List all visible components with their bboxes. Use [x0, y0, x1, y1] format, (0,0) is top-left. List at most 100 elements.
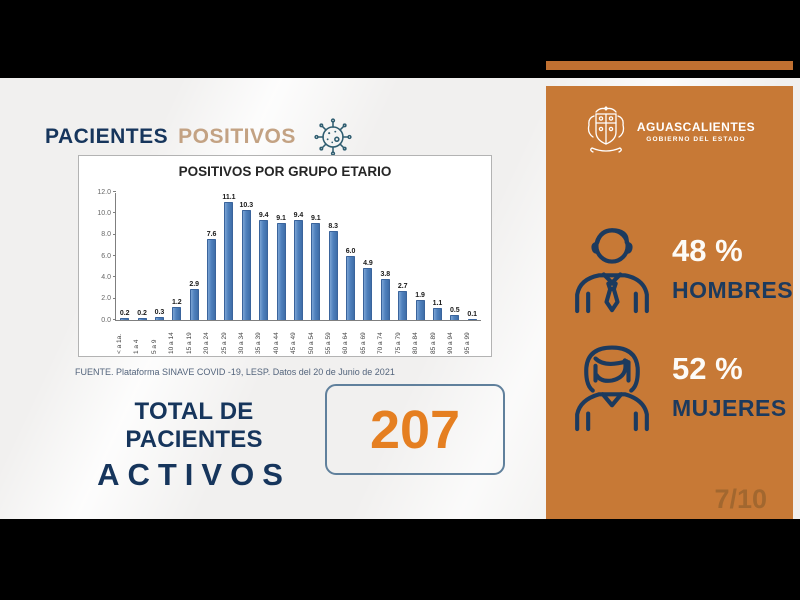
page-indicator: 7/10 [714, 484, 767, 514]
bar-value-label: 0.2 [119, 309, 130, 317]
bar-value-label: 2.7 [397, 283, 408, 291]
chart-bar-slot: 3.8 [377, 271, 394, 320]
chart-bar-slot: 0.3 [151, 309, 168, 320]
total-value: 207 [369, 399, 461, 460]
title-secondary: POSITIVOS [178, 125, 296, 148]
x-axis-label: 10 a 14 [168, 332, 176, 354]
x-axis-label: 30 a 34 [237, 332, 245, 354]
bar [224, 201, 234, 320]
y-axis-label: 4.0 [101, 273, 111, 281]
men-percent: 48 % [672, 232, 743, 268]
x-axis-label: 20 a 24 [203, 332, 211, 354]
x-axis-label: 5 a 9 [150, 339, 158, 354]
chart-bar-slot: 1.2 [168, 299, 185, 320]
bar [137, 317, 147, 320]
bar-value-label: 0.3 [154, 308, 165, 316]
bar-value-label: 1.9 [415, 291, 425, 299]
bar-value-label: 11.1 [222, 193, 236, 201]
bar [398, 291, 408, 320]
chart-bar-slot: 0.2 [133, 310, 150, 320]
chart-x-axis-labels: < a 1a. 1 a 4 5 a 9 10 a 14 15 a 19 20 a 24 25… [115, 322, 481, 356]
chart-bar-slot: 7.6 [203, 231, 220, 320]
x-axis-label: 50 a 54 [307, 332, 315, 354]
chart-bar-slot: 2.9 [186, 281, 203, 320]
x-axis-label: 45 a 49 [290, 332, 298, 354]
bar [120, 317, 130, 320]
bar-value-label: 7.6 [206, 230, 217, 238]
y-axis-label: 2.0 [101, 295, 111, 303]
man-icon [575, 228, 649, 314]
chart-bar-slot: 11.1 [220, 194, 237, 320]
bar-value-label: 9.4 [293, 211, 304, 219]
chart-bar-slot: 2.7 [394, 283, 411, 320]
bar [346, 256, 356, 320]
y-axis-tick [113, 255, 116, 256]
x-axis-label: 90 a 94 [447, 332, 455, 354]
y-axis-label: 12.0 [97, 188, 111, 196]
bar [207, 238, 217, 320]
source-note: FUENTE. Plataforma SINAVE COVID -19, LES… [75, 367, 395, 377]
state-logo: AGUASCALIENTES GOBIERNO DEL ESTADO [546, 104, 793, 158]
bar [172, 307, 182, 320]
chart-bar-slot: 6.0 [342, 248, 359, 320]
x-axis-label: 1 a 4 [133, 339, 141, 354]
x-axis-label: 80 a 84 [412, 332, 420, 354]
y-axis-tick [113, 233, 116, 235]
x-axis-label: 95 a 99 [464, 332, 472, 354]
stat-women: 52 % MUJERES [568, 336, 786, 436]
chart-bar-slot: 0.1 [464, 311, 481, 320]
age-group-chart-card: POSITIVOS POR GRUPO ETARIO 0.2 0.2 0.3 1.2 2… [78, 155, 492, 357]
bar-value-label: 1.1 [432, 300, 443, 308]
women-label: MUJERES [672, 394, 787, 421]
bar-value-label: 9.1 [276, 214, 286, 222]
bar [432, 308, 442, 320]
total-label-line1: TOTAL DE PACIENTES [125, 398, 263, 453]
bar [154, 316, 164, 320]
bar-value-label: 2.9 [189, 281, 200, 289]
coat-of-arms-icon [587, 106, 624, 153]
bar [328, 231, 338, 320]
bar-value-label: 9.1 [310, 214, 321, 222]
page-title: PACIENTES POSITIVOS [45, 114, 356, 160]
y-axis-tick [113, 212, 116, 214]
bar [363, 267, 373, 320]
virus-icon [314, 118, 352, 156]
sidebar: AGUASCALIENTES GOBIERNO DEL ESTADO [546, 86, 793, 519]
x-axis-label: 85 a 89 [429, 332, 437, 354]
bar [189, 289, 199, 320]
chart-bar-slot: 1.1 [429, 300, 446, 320]
y-axis-tick [113, 297, 116, 299]
bar-value-label: 3.8 [380, 271, 391, 279]
men-label: HOMBRES [672, 276, 794, 303]
x-axis-label: < a 1a. [116, 333, 123, 354]
x-axis-label: 65 a 69 [359, 332, 367, 354]
bar-value-label: 0.2 [137, 309, 147, 317]
chart-plot: 0.2 0.2 0.3 1.2 2.9 7.6 11.1 10.3 9.4 9.1 9.4 9.1 8.… [97, 189, 481, 324]
total-label: TOTAL DE PACIENTES ACTIVOS [72, 398, 316, 493]
bar [467, 318, 477, 320]
chart-bar-slot: 4.9 [359, 260, 376, 320]
bar-value-label: 10.3 [239, 202, 254, 210]
title-primary: PACIENTES [45, 125, 169, 148]
chart-bar-slot: 0.5 [446, 307, 463, 320]
stat-men-text: 48 % HOMBRES [672, 233, 793, 304]
stat-women-text: 52 % MUJERES [672, 351, 787, 422]
y-axis-tick [113, 319, 116, 320]
woman-icon [575, 345, 649, 432]
x-axis-label: 25 a 29 [220, 332, 228, 354]
x-axis-label: 55 a 59 [325, 332, 333, 354]
top-orange-sliver [546, 61, 793, 70]
women-percent: 52 % [672, 350, 743, 386]
bar-value-label: 6.0 [345, 248, 356, 255]
bar [241, 210, 251, 320]
y-axis-tick [113, 276, 116, 278]
stat-men: 48 % HOMBRES [568, 218, 793, 318]
bar-value-label: 9.4 [258, 211, 269, 219]
logo-name: AGUASCALIENTES [636, 119, 756, 134]
x-axis-label: 15 a 19 [185, 332, 193, 354]
bar [380, 279, 390, 320]
y-axis-label: 10.0 [97, 209, 111, 217]
x-axis-label: 75 a 79 [394, 332, 402, 354]
chart-bar-slot: 9.4 [255, 212, 272, 320]
bar-value-label: 0.5 [449, 306, 460, 314]
